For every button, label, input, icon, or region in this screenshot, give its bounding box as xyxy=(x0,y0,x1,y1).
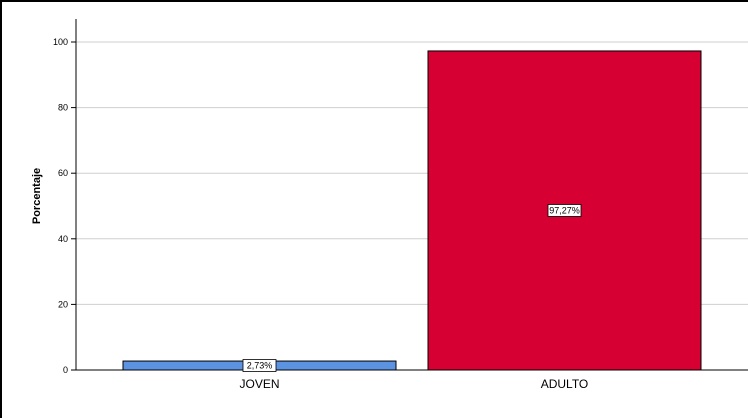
data-label: 97,27% xyxy=(549,205,580,215)
y-tick-label: 20 xyxy=(58,299,68,309)
data-label-box xyxy=(547,204,582,217)
y-tick-label: 0 xyxy=(63,365,68,375)
y-ticks: 0 20 40 60 80 100 xyxy=(53,37,76,375)
data-label: 2,73% xyxy=(247,361,273,371)
y-tick-label: 40 xyxy=(58,234,68,244)
y-tick-label: 60 xyxy=(58,168,68,178)
x-category-label: ADULTO xyxy=(541,377,589,391)
y-tick-label: 100 xyxy=(53,37,68,47)
x-category-label: JOVEN xyxy=(239,377,279,391)
x-category-labels: JOVEN ADULTO xyxy=(239,377,588,391)
axes xyxy=(75,19,748,371)
y-axis-title: Porcentaje xyxy=(31,168,43,224)
y-tick-label: 80 xyxy=(58,103,68,113)
data-label-box xyxy=(242,359,277,372)
data-labels: 2,73% 97,27% xyxy=(242,204,582,372)
bars xyxy=(122,50,702,371)
